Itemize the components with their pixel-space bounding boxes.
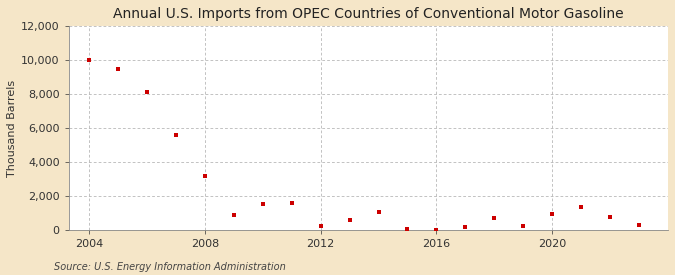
Point (634, 222, 645, 227)
Point (431, 228, 442, 232)
Point (547, 211, 558, 216)
Point (344, 218, 355, 222)
Point (113, 67, 124, 71)
Point (199, 174, 210, 178)
Point (605, 215, 616, 219)
Title: Annual U.S. Imports from OPEC Countries of Conventional Motor Gasoline: Annual U.S. Imports from OPEC Countries … (113, 7, 624, 21)
Point (518, 224, 529, 229)
Point (84, 58, 95, 62)
Y-axis label: Thousand Barrels: Thousand Barrels (7, 79, 17, 177)
Text: Source: U.S. Energy Information Administration: Source: U.S. Energy Information Administ… (54, 262, 286, 272)
Point (315, 224, 326, 229)
Point (228, 213, 239, 218)
Point (257, 202, 268, 207)
Point (460, 225, 470, 229)
Point (142, 90, 153, 95)
Point (402, 227, 413, 232)
Point (489, 216, 500, 220)
Point (286, 200, 297, 205)
Point (576, 205, 587, 209)
Point (373, 210, 384, 214)
Point (171, 133, 182, 137)
